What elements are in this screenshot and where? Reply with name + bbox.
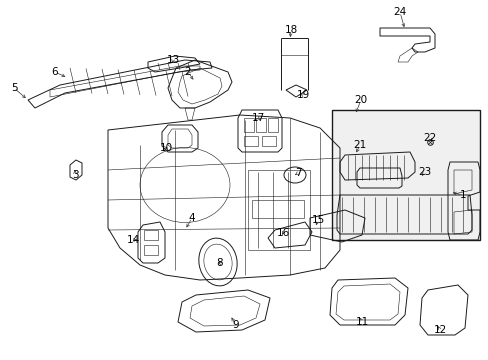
- Text: 8: 8: [216, 258, 223, 268]
- Text: 6: 6: [52, 67, 58, 77]
- Bar: [143, 245, 158, 255]
- Text: 3: 3: [72, 170, 78, 180]
- Text: 18: 18: [284, 25, 297, 35]
- Text: 13: 13: [166, 55, 179, 65]
- Bar: [262, 136, 275, 146]
- Bar: [247, 170, 309, 250]
- Text: 9: 9: [232, 320, 239, 330]
- Text: 10: 10: [159, 143, 172, 153]
- Text: 23: 23: [418, 167, 431, 177]
- Text: 1: 1: [459, 190, 466, 200]
- Bar: [256, 118, 265, 132]
- Text: 22: 22: [423, 133, 436, 143]
- Text: 24: 24: [392, 7, 406, 17]
- Text: 12: 12: [432, 325, 446, 335]
- Bar: [244, 118, 253, 132]
- Text: 20: 20: [354, 95, 367, 105]
- Bar: [251, 200, 304, 218]
- Text: 19: 19: [296, 90, 309, 100]
- Text: 21: 21: [353, 140, 366, 150]
- Text: 16: 16: [276, 228, 289, 238]
- Text: 2: 2: [184, 67, 191, 77]
- Bar: [244, 136, 258, 146]
- Text: 15: 15: [311, 215, 324, 225]
- Text: 5: 5: [11, 83, 17, 93]
- Text: 14: 14: [126, 235, 140, 245]
- Bar: [331, 110, 479, 240]
- Bar: [143, 230, 158, 240]
- Text: 7: 7: [294, 168, 301, 178]
- Text: 4: 4: [188, 213, 195, 223]
- Bar: [267, 118, 278, 132]
- Text: 11: 11: [355, 317, 368, 327]
- Text: 17: 17: [251, 113, 264, 123]
